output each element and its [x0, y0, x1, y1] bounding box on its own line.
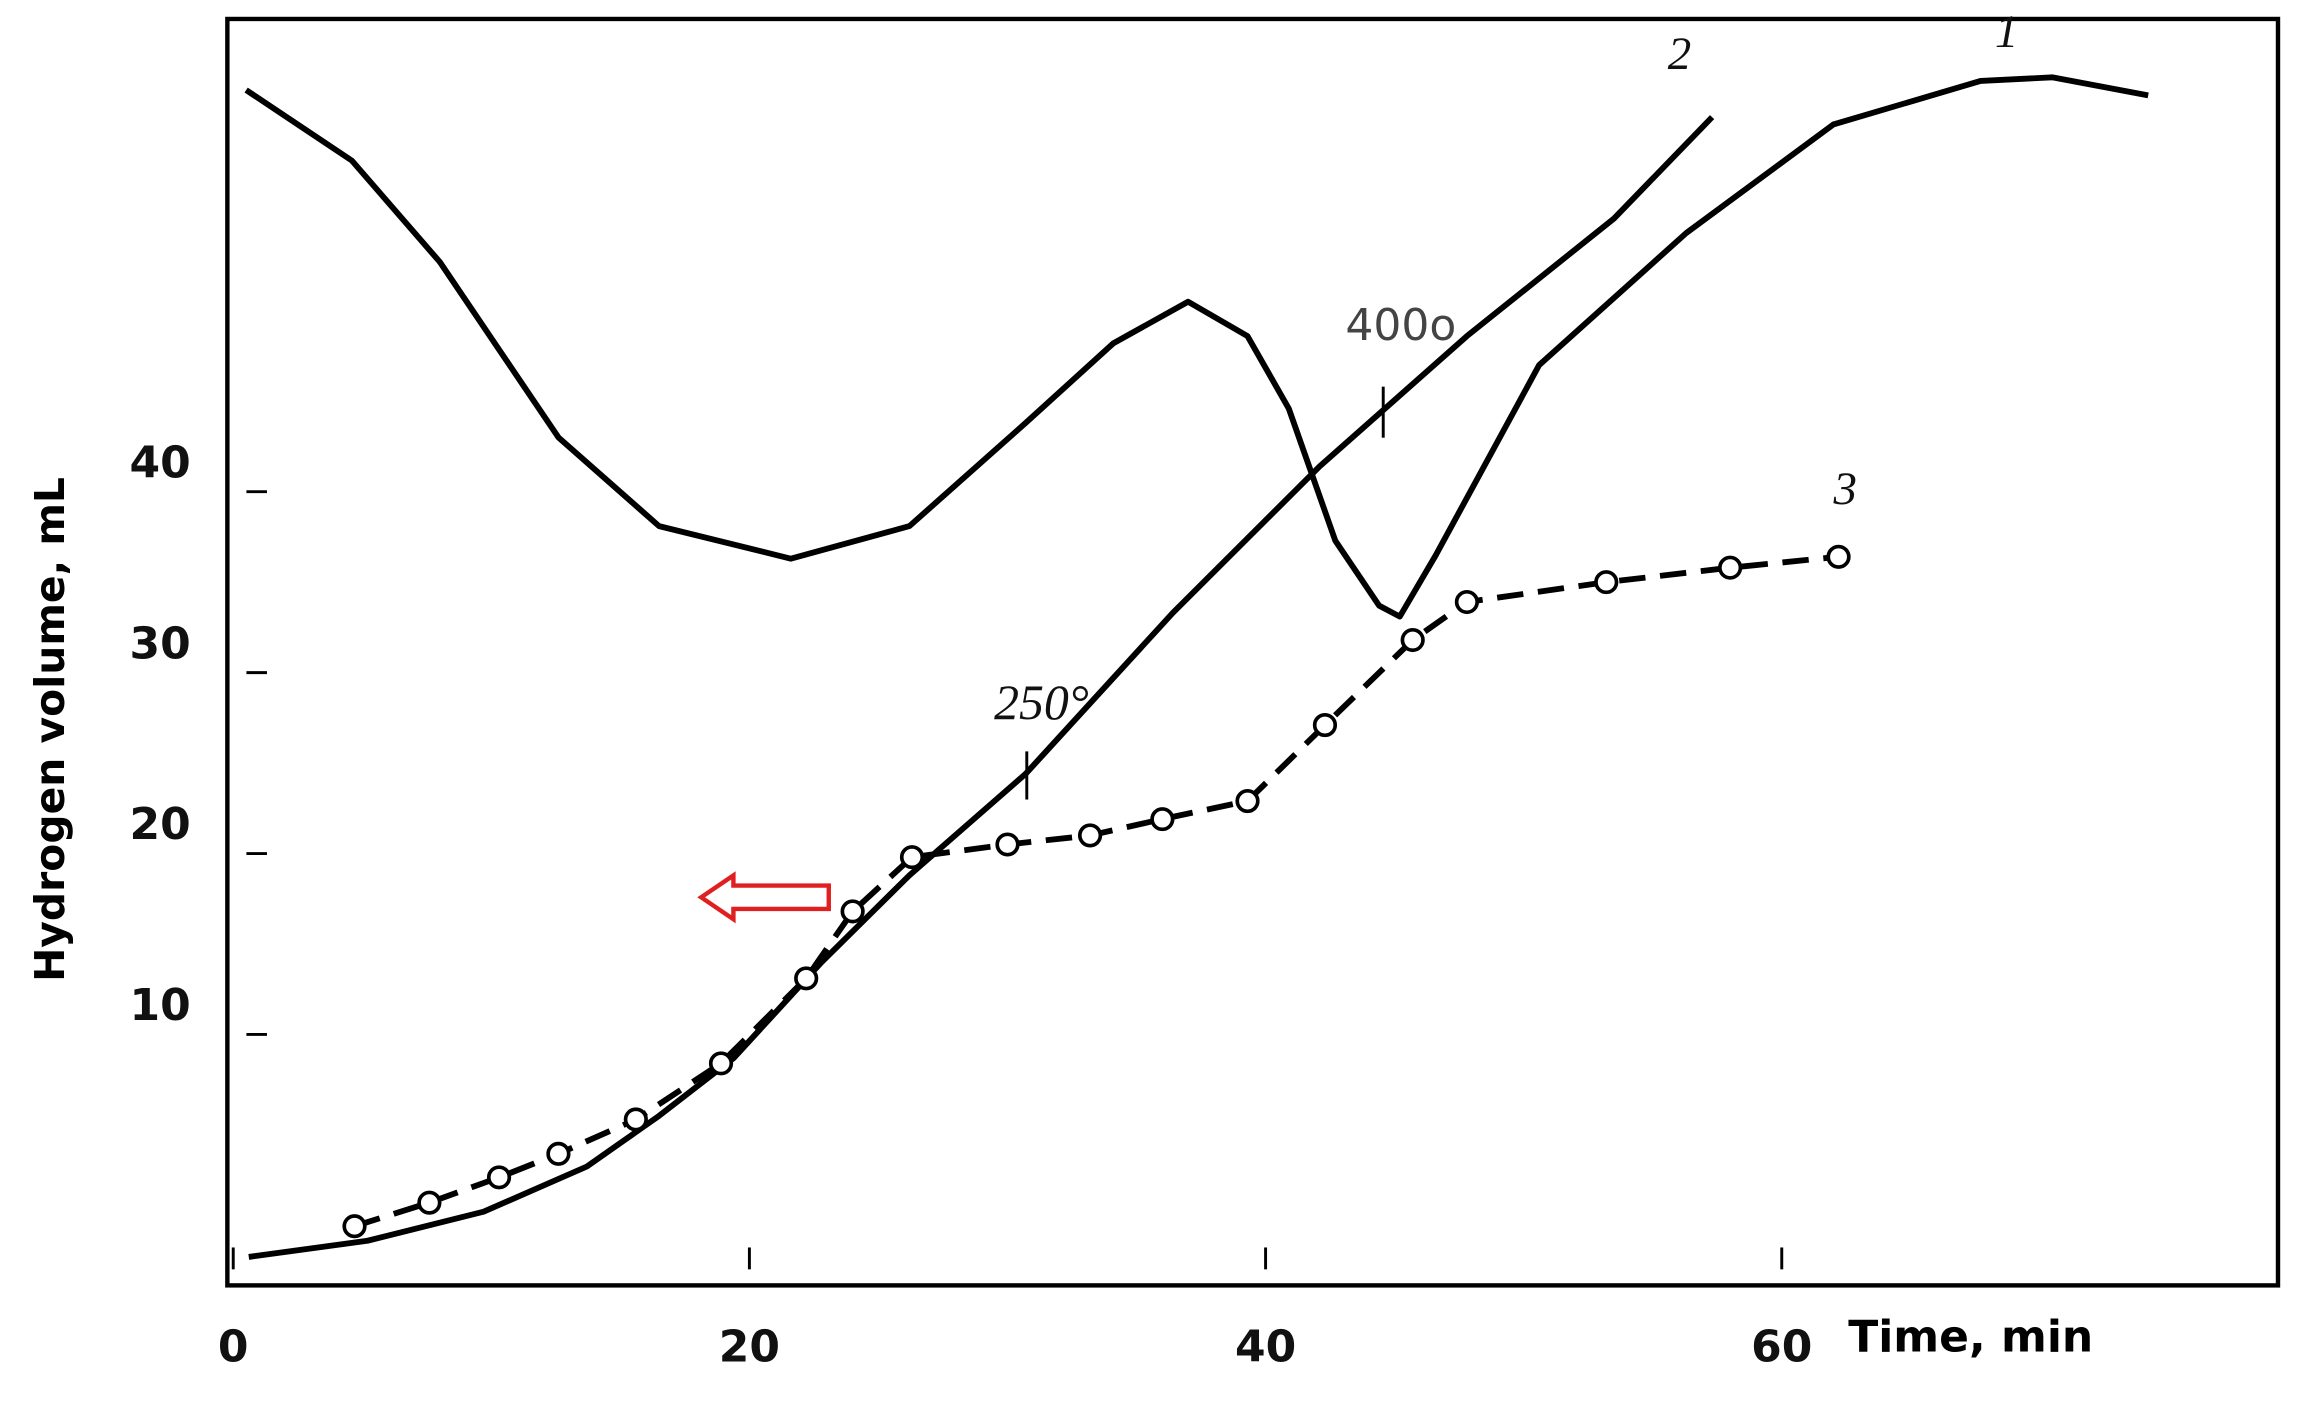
x-tick-label: 20 [719, 1322, 780, 1373]
y-tick-label: 30 [129, 618, 190, 669]
annotation: 250° [994, 675, 1089, 730]
series-marker [1718, 555, 1743, 580]
plot-frame [225, 16, 2281, 1288]
series-marker [417, 1190, 442, 1215]
series-marker [1454, 590, 1479, 615]
series-marker [486, 1165, 512, 1190]
series-marker [708, 1051, 734, 1076]
y-tick-label: 10 [129, 980, 190, 1031]
series-marker [546, 1141, 571, 1166]
series-line [248, 115, 1715, 1260]
series-marker [1077, 823, 1103, 848]
y-axis-label: Hydrogen volume, mL [26, 477, 74, 982]
y-tick-label: 40 [129, 438, 190, 489]
x-tick-label: 40 [1235, 1322, 1296, 1373]
series-marker [1400, 628, 1425, 653]
annotation: 400o [1345, 300, 1456, 351]
series-marker [342, 1214, 367, 1239]
series-marker [623, 1107, 648, 1132]
series-marker [899, 845, 925, 870]
series-marker [1826, 544, 1851, 569]
series-label: 3 [1833, 463, 1857, 515]
red-arrow [697, 871, 831, 924]
series-marker [794, 966, 819, 991]
x-axis-label: Time, min [1848, 1311, 2093, 1362]
series-marker [1594, 570, 1619, 595]
series-label: 2 [1668, 28, 1691, 80]
y-tick-label: 20 [129, 799, 190, 850]
series-marker [840, 899, 865, 924]
series-line [353, 553, 1839, 1229]
x-tick-label: 60 [1751, 1322, 1812, 1373]
series-marker [1235, 789, 1260, 814]
series-marker [995, 832, 1020, 857]
series-marker [1150, 807, 1175, 832]
series-marker [1312, 713, 1338, 738]
series-line [244, 74, 2149, 620]
series-label: 1 [1995, 6, 2018, 58]
x-tick-label: 0 [218, 1322, 249, 1373]
